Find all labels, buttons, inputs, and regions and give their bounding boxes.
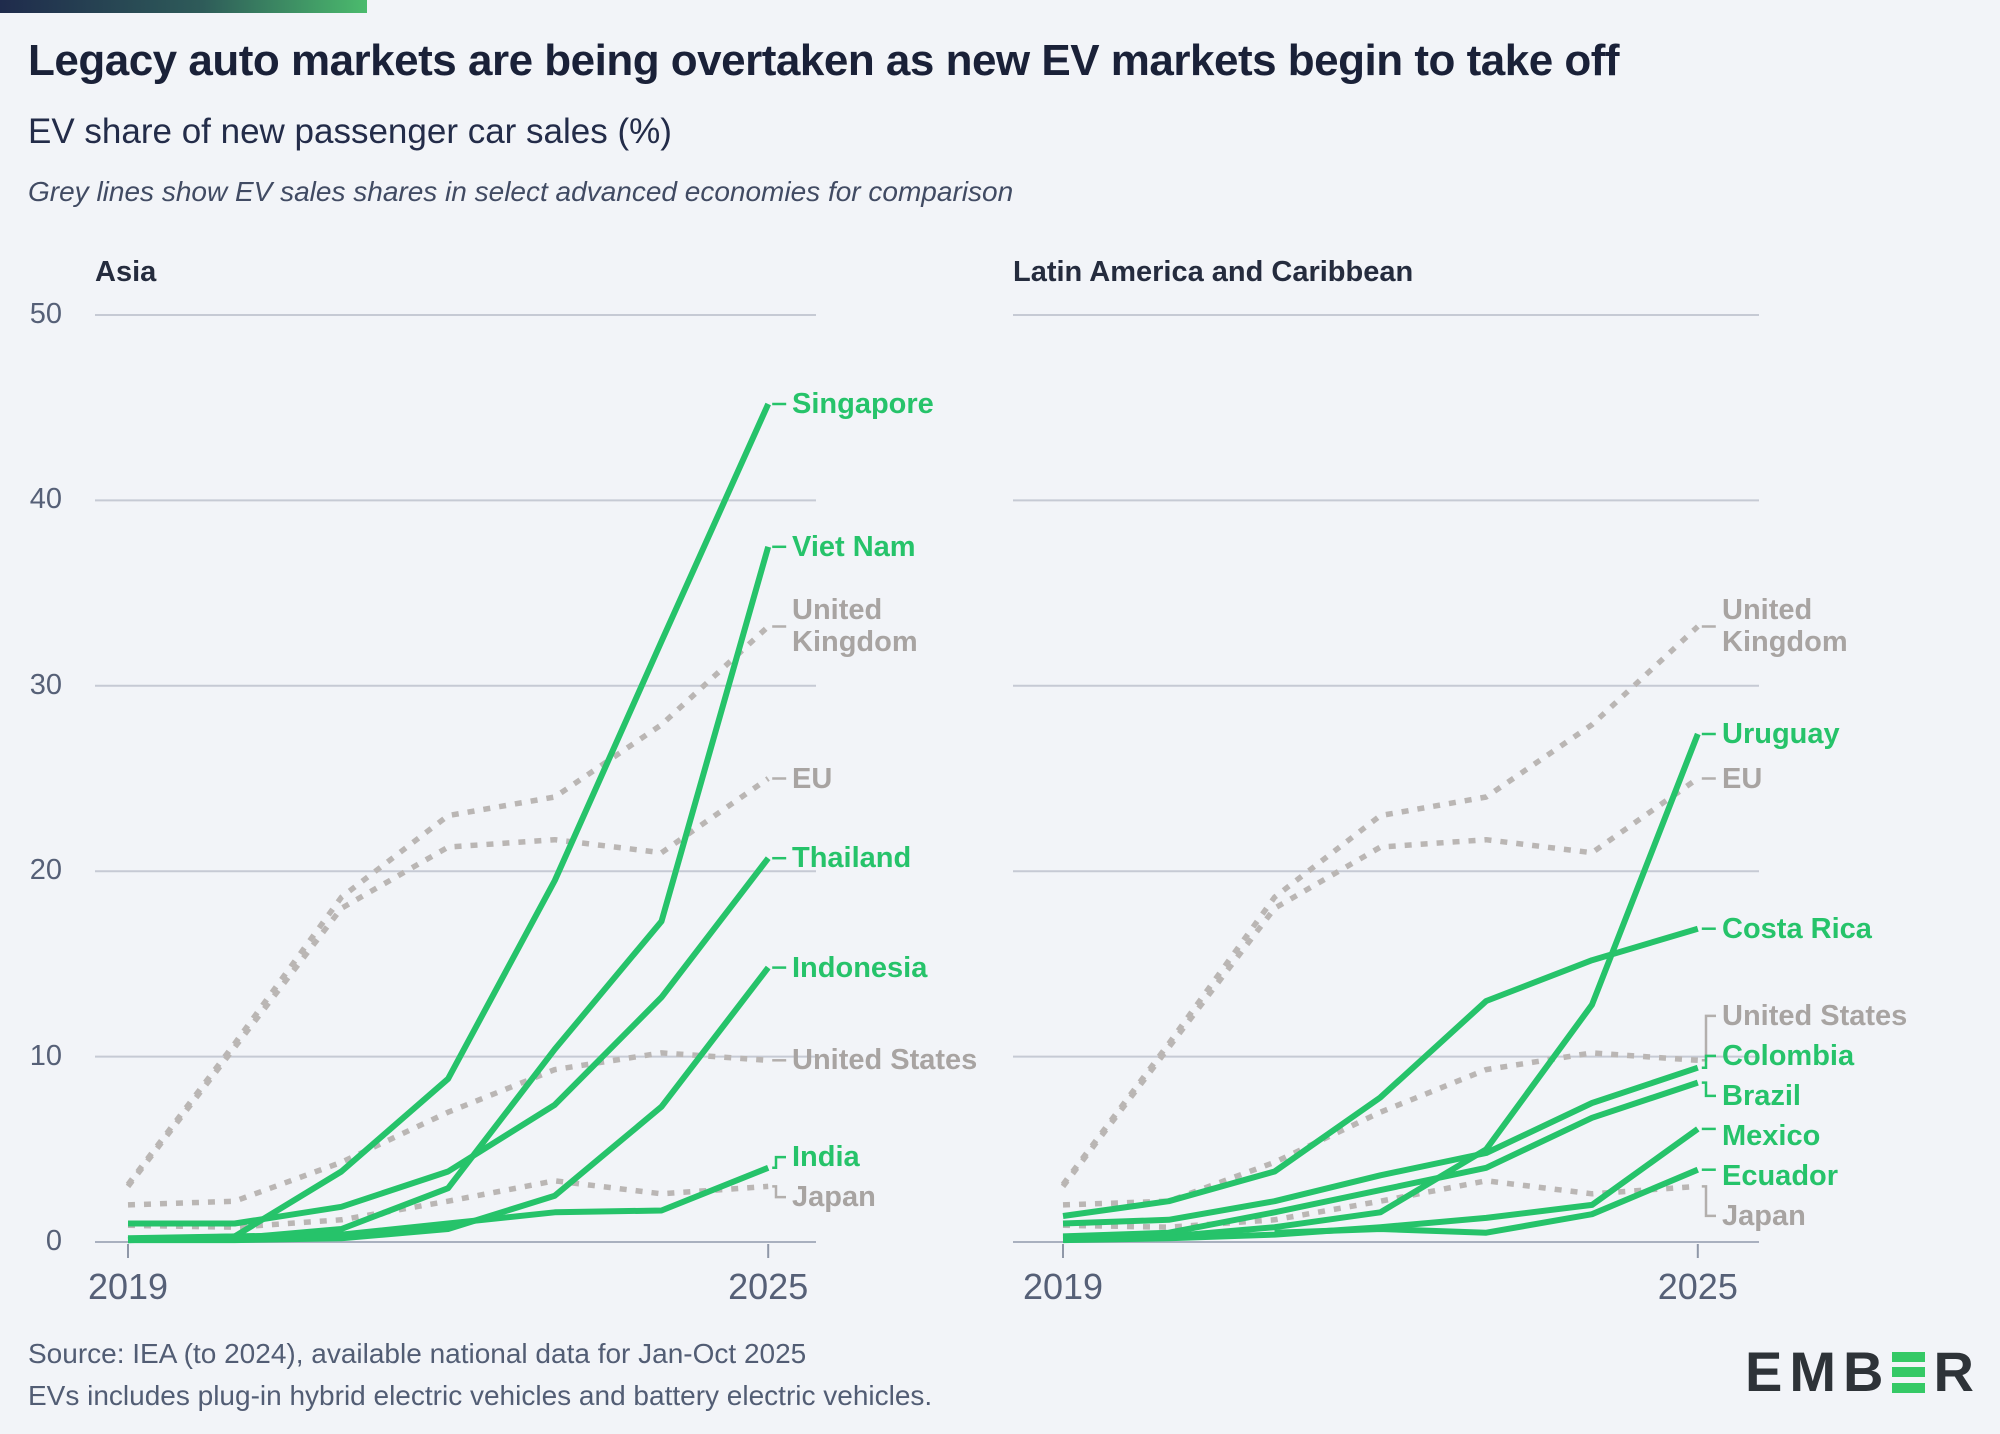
- series-line-costa-rica: [1062, 925, 1699, 1219]
- y-axis-tick-label: 20: [29, 854, 62, 887]
- page-title: Legacy auto markets are being overtaken …: [28, 36, 1620, 85]
- series-label-brazil: Brazil: [1722, 1079, 1801, 1112]
- logo-letter: B: [1843, 1340, 1885, 1403]
- logo-green-e-icon: [1892, 1351, 1926, 1393]
- series-line-japan: [127, 1178, 769, 1230]
- series-line-brazil: [1062, 1079, 1699, 1240]
- y-axis-tick-label: 0: [45, 1225, 62, 1257]
- series-line-united-kingdom: [125, 624, 771, 1187]
- series-label-viet-nam: Viet Nam: [792, 530, 916, 563]
- panel-title-latam: Latin America and Caribbean: [1013, 256, 1414, 288]
- series-line-india: [127, 1165, 770, 1244]
- page-subtitle: EV share of new passenger car sales (%): [28, 112, 672, 151]
- series-line-ecuador: [1274, 1166, 1699, 1236]
- series-label-singapore: Singapore: [792, 387, 934, 420]
- series-label-thailand: Thailand: [792, 842, 912, 875]
- x-axis-tick-label: 2025: [1657, 1266, 1738, 1307]
- logo-letter: E: [1745, 1340, 1784, 1403]
- y-axis-tick-label: 10: [29, 1039, 62, 1072]
- y-axis-tick-label: 40: [29, 483, 62, 516]
- series-label-united-states: United States: [792, 1044, 978, 1077]
- panel-title-asia: Asia: [95, 256, 157, 288]
- y-axis-tick-label: 50: [29, 298, 62, 330]
- footer-source: Source: IEA (to 2024), available nationa…: [28, 1338, 807, 1369]
- logo-letter: M: [1789, 1340, 1838, 1403]
- gradient-accent-bar: [0, 0, 367, 13]
- label-connector-india: [772, 1155, 786, 1170]
- label-connector-brazil: [1701, 1081, 1716, 1098]
- series-label-colombia: Colombia: [1722, 1039, 1855, 1072]
- series-label-eu: EU: [792, 762, 833, 795]
- label-connector-japan: [1701, 1185, 1716, 1218]
- series-label-eu: EU: [1722, 762, 1763, 795]
- label-connector-colombia: [1701, 1054, 1716, 1069]
- series-line-uruguay: [1062, 732, 1701, 1242]
- series-label-india: India: [792, 1141, 860, 1174]
- series-line-united-states: [1062, 1050, 1698, 1208]
- series-label-united-kingdom: United Kingdom: [792, 594, 918, 659]
- footer-evs-definition: EVs includes plug-in hybrid electric veh…: [28, 1380, 933, 1411]
- series-line-thailand: [128, 856, 771, 1227]
- series-label-indonesia: Indonesia: [792, 951, 928, 984]
- series-line-united-states: [127, 1050, 769, 1208]
- series-label-uruguay: Uruguay: [1722, 718, 1840, 750]
- series-label-costa-rica: Costa Rica: [1722, 912, 1872, 945]
- series-label-japan: Japan: [1722, 1199, 1806, 1232]
- series-line-mexico: [1062, 1126, 1700, 1244]
- logo-letter: R: [1933, 1340, 1975, 1403]
- series-line-indonesia: [128, 965, 771, 1244]
- series-label-ecuador: Ecuador: [1722, 1159, 1839, 1192]
- series-label-japan: Japan: [792, 1181, 876, 1214]
- y-axis-tick-label: 30: [29, 668, 62, 701]
- comparison-note: Grey lines show EV sales shares in selec…: [28, 176, 1014, 207]
- series-line-colombia: [1062, 1064, 1699, 1227]
- series-label-united-kingdom: United Kingdom: [1722, 594, 1848, 659]
- series-label-mexico: Mexico: [1722, 1119, 1821, 1152]
- label-connector-japan: [772, 1185, 786, 1199]
- x-axis-tick-label: 2019: [87, 1266, 169, 1307]
- series-line-japan: [1062, 1178, 1698, 1230]
- label-connector-united-states: [1701, 1014, 1716, 1062]
- x-axis-tick-label: 2019: [1022, 1266, 1104, 1307]
- series-line-viet-nam: [127, 545, 772, 1244]
- series-label-united-states: United States: [1722, 999, 1908, 1032]
- x-axis-tick-label: 2025: [728, 1266, 809, 1307]
